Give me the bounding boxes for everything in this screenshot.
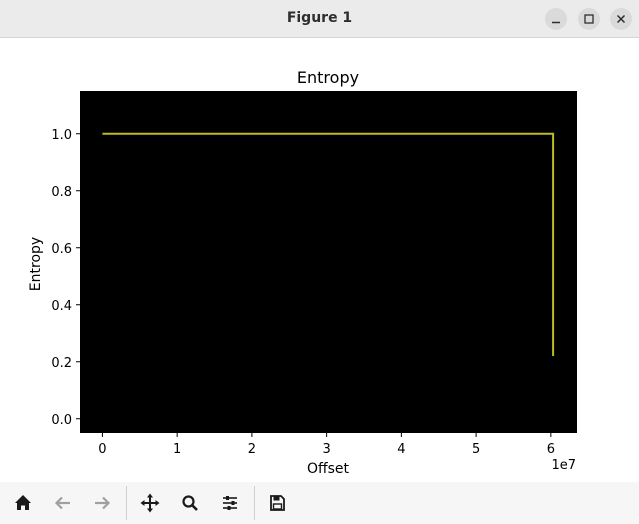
y-tick-label: 1.0: [51, 128, 72, 143]
toolbar-separator: [126, 486, 127, 520]
home-icon: [15, 495, 31, 510]
x-tick-label: 3: [322, 442, 330, 457]
navigation-toolbar: [0, 482, 639, 524]
y-axis: 0.0 0.2 0.4 0.6 0.8 1.0: [51, 128, 80, 428]
entropy-series-line: [102, 132, 555, 356]
configure-subplots-button[interactable]: [215, 488, 245, 518]
y-tick-label: 0.4: [51, 299, 72, 314]
x-tick-label: 2: [248, 442, 256, 457]
y-tick-label: 0.0: [51, 413, 72, 428]
back-button[interactable]: [48, 488, 78, 518]
x-tick-label: 6: [547, 442, 555, 457]
toolbar-separator: [254, 486, 255, 520]
minimize-icon: [552, 21, 560, 24]
series-layer: [102, 132, 555, 356]
x-tick-label: 0: [98, 442, 106, 457]
home-button[interactable]: [8, 488, 38, 518]
minimize-button[interactable]: [545, 8, 567, 30]
plot-area: [80, 91, 577, 433]
x-tick-label: 1: [173, 442, 181, 457]
configure-sliders-icon: [223, 496, 237, 510]
y-tick-label: 0.6: [51, 242, 72, 257]
maximize-icon: [584, 14, 594, 24]
forward-button[interactable]: [87, 488, 117, 518]
y-axis-label: Entropy: [28, 237, 44, 291]
save-button[interactable]: [262, 488, 292, 518]
close-button[interactable]: [610, 8, 632, 30]
chart-title: Entropy: [297, 68, 359, 87]
x-axis: 0 1 2 3 4 5 6: [98, 433, 555, 457]
close-icon: [616, 14, 626, 24]
zoom-button[interactable]: [175, 488, 205, 518]
zoom-magnifier-icon: [182, 495, 198, 511]
window-title: Figure 1: [286, 10, 353, 26]
maximize-button[interactable]: [578, 8, 600, 30]
pan-move-icon: [140, 493, 160, 513]
x-axis-label: Offset: [307, 461, 350, 477]
entropy-chart: Entropy 0 1 2 3 4 5 6 0.0 0.2 0.4 0.6 0.8 1.0 Offse…: [28, 68, 577, 477]
x-tick-label: 4: [397, 442, 405, 457]
figure-canvas[interactable]: Entropy 0 1 2 3 4 5 6 0.0 0.2 0.4 0.6 0.8 1.0 Offse…: [0, 38, 639, 482]
back-arrow-icon: [54, 496, 70, 510]
save-floppy-icon: [270, 495, 285, 511]
pan-button[interactable]: [135, 488, 165, 518]
title-bar[interactable]: Figure 1: [0, 0, 639, 38]
x-tick-label: 5: [472, 442, 480, 457]
x-offset-text: 1e7: [551, 458, 576, 473]
y-tick-label: 0.2: [51, 356, 72, 371]
forward-arrow-icon: [95, 496, 111, 510]
y-tick-label: 0.8: [51, 185, 72, 200]
